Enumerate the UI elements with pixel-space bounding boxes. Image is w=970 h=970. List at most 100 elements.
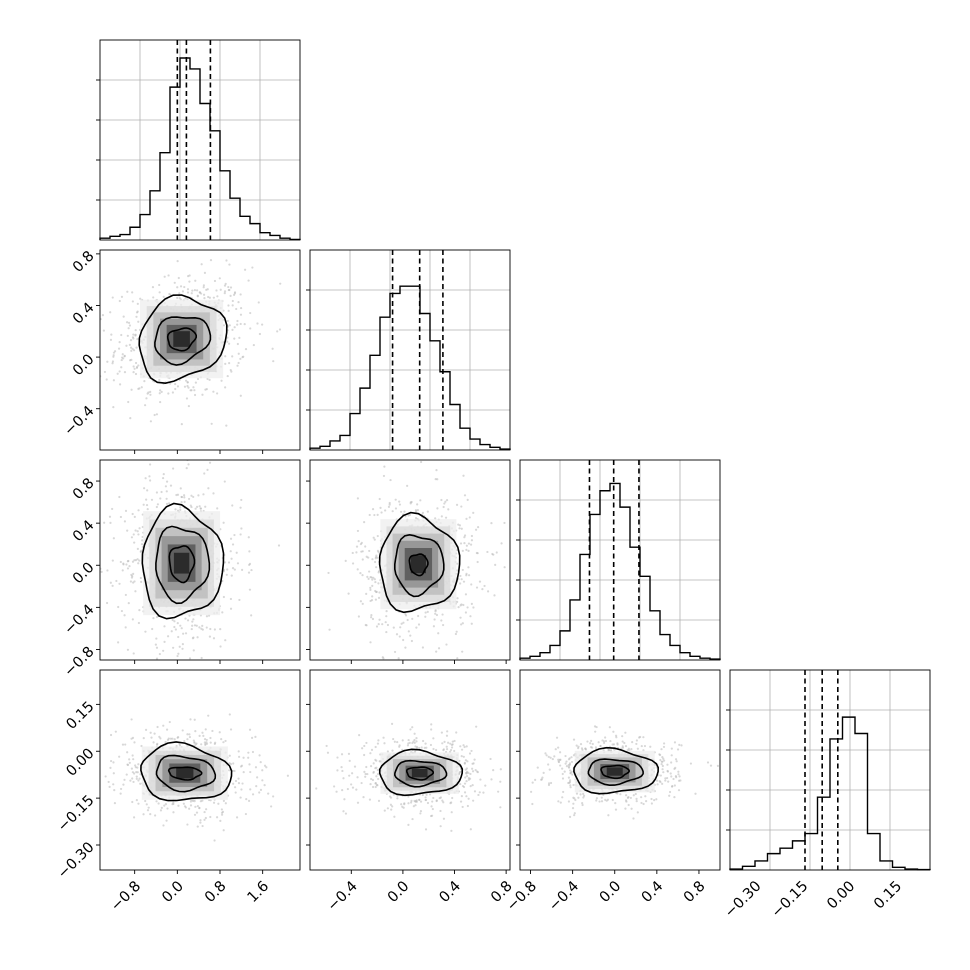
- sample-point: [196, 295, 199, 298]
- sample-point: [409, 502, 412, 505]
- sample-point: [547, 782, 551, 785]
- sample-point: [134, 529, 137, 532]
- sample-point: [128, 761, 131, 764]
- x-tick-label: 0.15: [871, 878, 905, 912]
- sample-point: [204, 505, 207, 508]
- sample-point: [131, 736, 135, 740]
- sample-point: [206, 468, 209, 471]
- sample-point: [158, 652, 161, 656]
- sample-point: [424, 828, 428, 831]
- sample-point: [250, 736, 254, 739]
- sample-point: [250, 614, 253, 617]
- sample-point: [604, 736, 607, 739]
- sample-point: [370, 777, 373, 781]
- sample-point: [130, 475, 132, 477]
- sample-point: [235, 816, 239, 819]
- sample-point: [131, 777, 134, 780]
- sample-point: [249, 327, 252, 330]
- sample-point: [111, 362, 114, 365]
- sample-point: [155, 637, 158, 640]
- sample-point: [461, 650, 464, 653]
- sample-point: [477, 793, 480, 797]
- sample-point: [163, 804, 166, 807]
- sample-point: [431, 800, 434, 803]
- x-tick-label: 0.4: [437, 878, 465, 906]
- sample-point: [221, 810, 225, 814]
- sample-point: [398, 745, 401, 748]
- sample-point: [228, 288, 231, 292]
- density-cell: [173, 331, 190, 347]
- sample-point: [135, 777, 138, 780]
- sample-point: [567, 765, 571, 768]
- sample-point: [127, 662, 129, 664]
- sample-point: [389, 478, 392, 482]
- sample-point: [177, 804, 180, 807]
- sample-point: [416, 508, 419, 512]
- y-tick-label: 0.15: [64, 699, 98, 733]
- sample-point: [207, 714, 210, 717]
- sample-point: [124, 743, 127, 746]
- sample-point: [159, 809, 163, 812]
- sample-point: [389, 796, 393, 799]
- sample-point: [353, 765, 357, 768]
- sample-point: [348, 774, 351, 777]
- sample-point: [462, 744, 465, 747]
- sample-point: [430, 805, 433, 808]
- sample-point: [424, 611, 427, 614]
- sample-point: [226, 568, 229, 571]
- sample-point: [368, 549, 371, 553]
- sample-point: [365, 741, 368, 745]
- sample-point: [184, 632, 188, 635]
- sample-point: [467, 542, 471, 545]
- sample-point: [463, 536, 466, 539]
- sample-point: [131, 618, 134, 621]
- sample-point: [456, 657, 459, 660]
- sample-point: [432, 625, 435, 628]
- sample-point: [176, 259, 179, 263]
- sample-point: [484, 784, 487, 787]
- sample-point: [486, 590, 490, 593]
- sample-point: [169, 382, 172, 385]
- sample-point: [457, 606, 460, 609]
- sample-point: [650, 802, 653, 805]
- sample-point: [162, 473, 165, 476]
- sample-point: [460, 623, 463, 626]
- sample-point: [442, 749, 445, 752]
- sample-point: [227, 561, 231, 564]
- sample-point: [248, 763, 251, 766]
- sample-point: [372, 536, 375, 539]
- sample-point: [251, 266, 254, 269]
- sample-point: [469, 785, 472, 788]
- sample-point: [179, 506, 182, 509]
- sample-point: [461, 805, 464, 809]
- sample-point: [351, 562, 355, 565]
- sample-point: [563, 770, 566, 773]
- sample-point: [419, 499, 422, 502]
- sample-point: [465, 780, 468, 783]
- sample-point: [609, 739, 612, 743]
- sample-point: [670, 747, 673, 750]
- sample-point: [416, 503, 419, 506]
- sample-point: [121, 353, 124, 356]
- sample-point: [213, 839, 216, 842]
- sample-point: [272, 795, 275, 798]
- pair-panel-0-3: [96, 669, 301, 874]
- sample-point: [125, 773, 128, 776]
- sample-point: [466, 606, 469, 609]
- sample-point: [187, 463, 190, 466]
- sample-point: [394, 507, 398, 510]
- sample-point: [123, 354, 126, 357]
- sample-point: [673, 784, 676, 787]
- sample-point: [371, 578, 374, 581]
- sample-point: [259, 788, 263, 791]
- sample-point: [706, 761, 710, 764]
- sample-point: [248, 562, 252, 565]
- sample-point: [660, 763, 663, 766]
- sample-point: [101, 313, 105, 317]
- x-tick-label: 0.0: [159, 878, 187, 906]
- sample-point: [480, 665, 482, 667]
- sample-point: [455, 630, 458, 633]
- sample-point: [432, 747, 435, 751]
- sample-point: [469, 543, 473, 546]
- sample-point: [469, 828, 472, 831]
